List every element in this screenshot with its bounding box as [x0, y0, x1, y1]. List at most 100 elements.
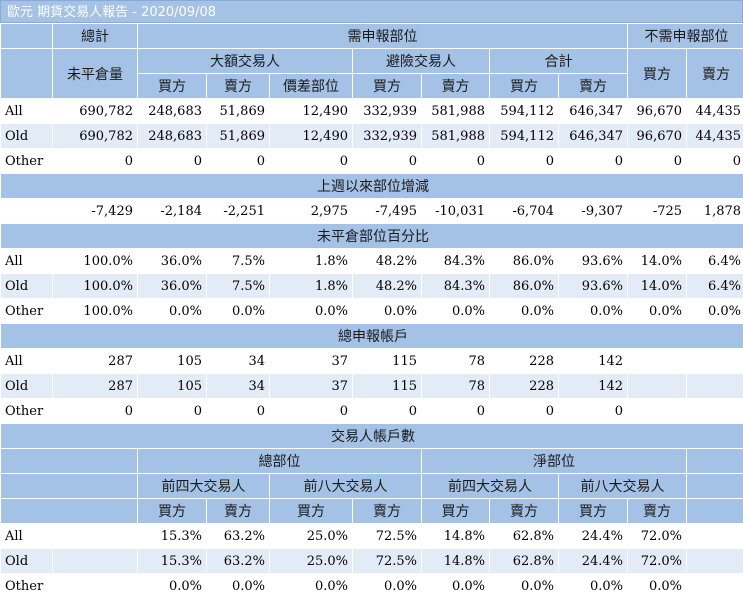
table-row: Other 0 0 0 0 0 0 0 0 0 0: [1, 149, 743, 173]
value-cell: 1.8%: [270, 249, 352, 273]
value-cell: 63.2%: [207, 549, 269, 573]
value-cell: 594,112: [490, 124, 558, 148]
value-cell: 0: [207, 149, 269, 173]
concentration-blank: [687, 499, 743, 523]
empty-cell: [687, 549, 743, 573]
value-cell: 0.0%: [490, 299, 558, 323]
value-cell: 332,939: [353, 124, 421, 148]
value-cell: 0.0%: [422, 574, 489, 598]
value-cell: 14.8%: [422, 524, 489, 548]
value-cell: 646,347: [559, 124, 628, 148]
value-cell: 72.0%: [628, 524, 687, 548]
value-cell: 34: [207, 374, 269, 398]
value-cell: 15.3%: [138, 549, 206, 573]
value-cell: [628, 349, 687, 373]
value-cell: 1.8%: [270, 274, 352, 298]
value-cell: 62.8%: [490, 524, 558, 548]
header-combined-buy: 買方: [490, 74, 558, 98]
value-cell: 86.0%: [490, 249, 558, 273]
value-cell: 72.0%: [628, 549, 687, 573]
table-row: Other 0 0 0 0 0 0 0 0: [1, 399, 743, 423]
value-cell: 48.2%: [353, 274, 421, 298]
value-cell: 0.0%: [490, 574, 558, 598]
value-cell: 0.0%: [559, 299, 628, 323]
value-cell: 248,683: [138, 124, 206, 148]
header-conc-sell: 賣方: [353, 499, 421, 523]
value-cell: 0: [628, 149, 687, 173]
value-cell: 93.6%: [559, 249, 628, 273]
corner-cell: [1, 24, 52, 48]
value-cell: 581,988: [422, 99, 489, 123]
value-cell: [628, 399, 687, 423]
value-cell: 24.4%: [559, 549, 628, 573]
value-cell: 0.0%: [207, 299, 269, 323]
value-cell: 12,490: [270, 99, 352, 123]
value-cell: 105: [138, 349, 206, 373]
section-concentration: 交易人帳戶數: [1, 424, 743, 448]
row-label: Other: [1, 299, 52, 323]
row-label: Old: [1, 374, 52, 398]
table-row: All 100.0% 36.0% 7.5% 1.8% 48.2% 84.3% 86.0% 93.…: [1, 249, 743, 273]
row-label: Old: [1, 549, 52, 573]
header-gross: 總部位: [138, 449, 421, 473]
value-cell: 105: [138, 374, 206, 398]
value-cell: 248,683: [138, 99, 206, 123]
header-conc-buy: 買方: [138, 499, 206, 523]
header-net-top4: 前四大交易人: [422, 474, 558, 498]
value-cell: 0: [53, 399, 137, 423]
row-label: Other: [1, 574, 52, 598]
value-cell: 0: [490, 149, 558, 173]
concentration-blank: [1, 499, 137, 523]
value-cell: 84.3%: [422, 249, 489, 273]
value-cell: -7,495: [353, 199, 421, 223]
header-combined: 合計: [490, 49, 628, 73]
value-cell: 14.0%: [628, 249, 687, 273]
value-cell: 7.5%: [207, 249, 269, 273]
value-cell: 14.8%: [422, 549, 489, 573]
header-nonreportable-buy: 買方: [628, 49, 687, 98]
table-row: Old 287 105 34 37 115 78 228 142: [1, 374, 743, 398]
value-cell: 0: [422, 399, 489, 423]
corner-cell: [1, 49, 52, 98]
row-label: All: [1, 524, 52, 548]
row-label: All: [1, 249, 52, 273]
section-accounts: 總申報帳戶: [1, 324, 743, 348]
concentration-blank: [687, 474, 743, 498]
value-cell: 25.0%: [270, 549, 352, 573]
value-cell: 63.2%: [207, 524, 269, 548]
value-cell: 0: [270, 149, 352, 173]
value-cell: 0.0%: [628, 299, 687, 323]
row-label: Old: [1, 124, 52, 148]
value-cell: -725: [628, 199, 687, 223]
value-cell: -10,031: [422, 199, 489, 223]
value-cell: 332,939: [353, 99, 421, 123]
value-cell: 0: [422, 149, 489, 173]
header-combined-sell: 賣方: [559, 74, 628, 98]
header-gross-top4: 前四大交易人: [138, 474, 269, 498]
value-cell: [687, 399, 743, 423]
value-cell: -2,251: [207, 199, 269, 223]
value-cell: 0.0%: [422, 299, 489, 323]
value-cell: 0: [270, 399, 352, 423]
value-cell: 0: [53, 149, 137, 173]
value-cell: 0: [559, 399, 628, 423]
value-cell: 14.0%: [628, 274, 687, 298]
header-gross-top8: 前八大交易人: [270, 474, 421, 498]
value-cell: 0: [138, 149, 206, 173]
value-cell: 44,435: [687, 99, 743, 123]
header-hedgers-buy: 買方: [353, 74, 421, 98]
value-cell: 0: [687, 149, 743, 173]
value-cell: 0.0%: [353, 299, 421, 323]
value-cell: 34: [207, 349, 269, 373]
value-cell: 0.0%: [353, 574, 421, 598]
value-cell: 84.3%: [422, 274, 489, 298]
row-label: Other: [1, 149, 52, 173]
value-cell: 78: [422, 349, 489, 373]
value-cell: 36.0%: [138, 274, 206, 298]
value-cell: 0: [490, 399, 558, 423]
header-conc-buy: 買方: [270, 499, 352, 523]
value-cell: 581,988: [422, 124, 489, 148]
header-net: 淨部位: [422, 449, 687, 473]
value-cell: 228: [490, 349, 558, 373]
table-row: Other 100.0% 0.0% 0.0% 0.0% 0.0% 0.0% 0.0% 0.0% 0…: [1, 299, 743, 323]
